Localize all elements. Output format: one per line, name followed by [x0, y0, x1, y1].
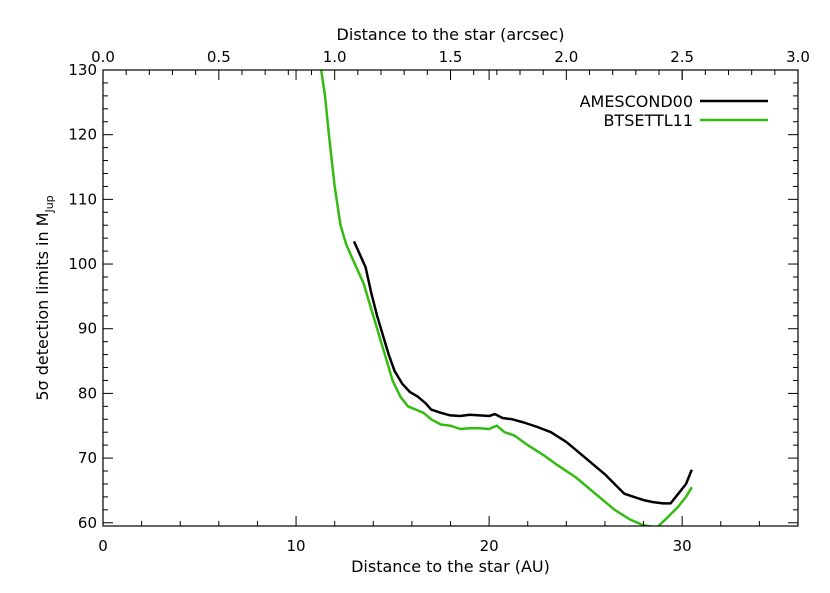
top-x-tick-label: 0.0 [91, 48, 115, 66]
y-tick-label: 130 [68, 61, 97, 79]
x-tick-label: 30 [673, 537, 692, 555]
x-tick-label: 0 [98, 537, 108, 555]
y-tick-label: 110 [68, 190, 97, 208]
series-line-btsettl11 [319, 70, 693, 526]
y-tick-label: 80 [78, 384, 97, 402]
y-axis-label-subscript: Jup [43, 195, 56, 213]
top-x-tick-label: 1.0 [323, 48, 347, 66]
axis-ticks: 0 10 20 30 0.0 0.5 1.0 1.5 2.0 2.5 3.0 60 70 80 90 100 1… [68, 48, 810, 555]
legend-label-btsettl11: BTSETTL11 [603, 111, 693, 130]
y-axis-label: 5σ detection limits in MJup [33, 195, 56, 400]
top-x-tick-label: 3.0 [786, 48, 810, 66]
plot-frame [102, 69, 799, 527]
x-axis-label: Distance to the star (AU) [351, 557, 550, 576]
x-tick-label: 20 [480, 537, 499, 555]
top-x-tick-label: 0.5 [207, 48, 231, 66]
top-axis-label: Distance to the star (arcsec) [337, 25, 565, 44]
y-axis-label-main: 5σ detection limits in M [33, 213, 52, 401]
top-x-tick-label: 2.0 [554, 48, 578, 66]
plot-marks [319, 70, 693, 526]
y-tick-label: 100 [68, 255, 97, 273]
x-tick-label: 10 [287, 537, 306, 555]
y-tick-label: 120 [68, 126, 97, 144]
y-tick-label: 90 [78, 320, 97, 338]
legend-label-amescond00: AMESCOND00 [580, 92, 693, 111]
top-x-tick-label: 1.5 [439, 48, 463, 66]
y-tick-label: 70 [78, 449, 97, 467]
series-line-amescond00 [352, 240, 693, 505]
y-tick-label: 60 [78, 514, 97, 532]
top-x-tick-label: 2.5 [670, 48, 694, 66]
